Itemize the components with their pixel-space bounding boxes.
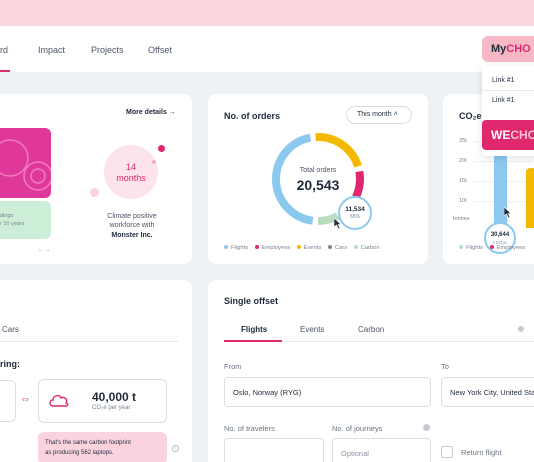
decor-dot-1 [158,145,165,152]
dropdown-link-2[interactable]: Link #1 [492,97,515,104]
offset-tab-flights[interactable]: Flights [241,325,268,334]
co2-tick-20: 20t [459,158,467,164]
journeys-info-icon[interactable] [423,424,430,431]
impact-tile-line1: dings [0,213,14,219]
co2-bar-events [526,168,534,228]
donut-center-label: Total orders [299,167,337,174]
offset-card [208,280,534,462]
tooltip-value: 11,534 [345,206,365,213]
travelers-input[interactable] [224,438,324,462]
calc-note-line2: as producing 562 laptops. [45,450,114,456]
offset-info-icon[interactable] [518,326,524,332]
swap-arrows-icon: ⇔ [20,393,31,405]
offset-tab-active-indicator [224,340,282,342]
donut-segment-events [272,133,364,225]
calc-left-box [0,380,16,422]
orders-card [208,94,428,264]
orders-title: No. of orders [224,111,281,121]
calc-heading: ring: [0,359,20,369]
calc-result-unit: CO₂e per year [92,405,131,411]
period-select[interactable]: This month ˄ [346,106,412,124]
climate-text-2: workforce with [109,222,155,229]
impact-tile-line2: r 10 years [0,221,25,227]
return-flight-checkbox[interactable] [441,446,453,458]
co2-tooltip-unit: t CO₂e [493,240,507,245]
from-label: From [224,362,242,371]
top-nav [0,26,534,72]
more-details-link[interactable]: More details → [126,109,176,116]
impact-pink-tile [0,128,51,198]
co2-legend-employees: Employees [489,245,525,251]
to-label: To [441,362,449,371]
nav-active-indicator [0,70,10,72]
mouse-cursor-icon-2 [504,207,512,218]
journeys-input[interactable]: Optional [332,438,431,462]
brand-logo-alt[interactable]: WECHO [482,120,534,150]
nav-tab-offset[interactable]: Offset [148,45,172,55]
legend-flights: Flights [224,245,248,251]
donut-segment-flights [272,133,364,225]
info-icon[interactable]: i [172,445,179,452]
calc-note [38,432,167,462]
chevron-up-icon: ˄ [393,111,398,118]
offset-tab-carbon[interactable]: Carbon [358,325,385,334]
calc-result-value: 40,000 t [92,390,137,404]
donut-center-value: 20,543 [296,177,340,193]
co2-tick-10: 10t [459,198,467,204]
brand-logo-pill[interactable]: MyCHO [482,36,534,62]
to-input[interactable]: New York City, United States [441,377,534,407]
impact-green-tile [0,201,51,239]
co2-tick-25: 25t [459,138,467,144]
calc-result-box [38,379,167,423]
legend-carbon: Carbon [353,245,380,251]
climate-text-1: Climate positive [107,213,157,220]
donut-segment-employees [272,133,364,225]
cloud-icon [49,394,69,407]
nav-tab-projects[interactable]: Projects [91,45,124,55]
nav-tab-impact[interactable]: Impact [38,45,66,55]
co2-title: CO₂e l [459,111,487,121]
return-flight-label: Return flight [461,448,502,457]
decor-dot-2 [152,160,156,164]
donut-segment-carbon [272,133,364,225]
top-banner [0,0,534,26]
co2-tooltip [484,222,516,254]
travelers-label: No. of travelers [224,424,275,433]
co2-legend-flights: Flights [459,245,483,251]
dropdown-link-1[interactable]: Link #1 [492,77,515,84]
months-badge [104,145,158,199]
offset-title: Single offset [224,296,279,306]
from-input[interactable]: Oslo, Norway (RYG) [224,377,431,407]
journeys-label: No. of journeys [332,424,383,433]
orders-donut-chart [272,133,364,225]
legend-employees: Employees [254,245,290,251]
donut-tooltip [338,196,372,230]
decor-dot-3 [90,188,99,197]
co2-legend: Flights Employees [459,245,525,251]
calc-note-line1: That's the same carbon footprint [45,440,131,446]
legend-cars: Cars [327,245,347,251]
calc-tab-cars[interactable]: Cars [2,325,19,334]
calc-tab-divider [0,341,178,342]
months-value: 14 [125,162,136,172]
calculator-card [0,280,192,462]
co2-axis-unit: tonnes [453,216,470,222]
offset-tab-events[interactable]: Events [300,325,325,334]
months-unit: months [116,173,146,183]
mouse-cursor-icon [334,218,342,229]
tooltip-pct: 65% [349,214,360,220]
orders-legend: Flights Employees Events Cars Carbon [224,245,414,251]
legend-events: Events [296,245,321,251]
dropdown-divider [482,90,534,91]
offset-tab-divider [224,341,534,342]
carousel-arrows[interactable]: ← → [38,247,51,253]
company-name: Monster Inc. [111,232,153,239]
nav-tab-dashboard[interactable]: rd [0,45,9,55]
co2-tooltip-value: 30,644 [490,232,510,238]
co2-tick-15: 15t [459,178,467,184]
